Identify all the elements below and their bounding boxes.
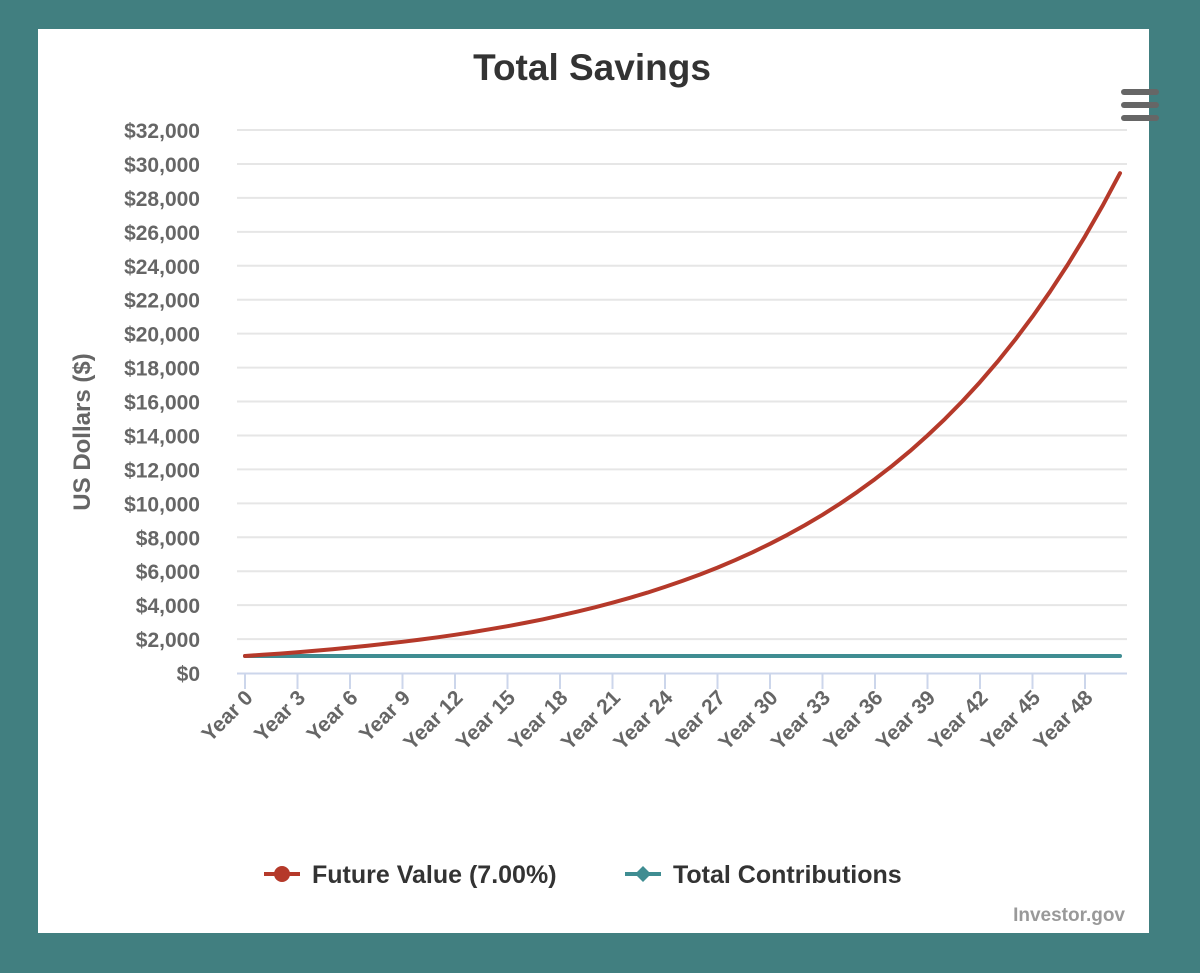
y-tick-label: $8,000: [136, 527, 200, 550]
legend-label: Future Value (7.00%): [312, 861, 557, 889]
chart-svg: Total Savings US Dollars ($) $0 $2,000 $4,…: [69, 47, 1127, 926]
y-tick-label: $2,000: [136, 629, 200, 652]
y-axis-title: US Dollars ($): [69, 353, 96, 510]
y-tick-label: $6,000: [136, 561, 200, 584]
y-tick-label: $16,000: [124, 392, 200, 415]
x-tick-label: Year 0: [197, 686, 257, 746]
x-tick-label: Year 48: [1029, 686, 1098, 755]
x-tick-label: Year 6: [302, 686, 362, 746]
legend-item[interactable]: Future Value (7.00%): [264, 861, 557, 889]
menu-bar-bottom: [1121, 115, 1159, 121]
chart-title: Total Savings: [473, 47, 711, 88]
y-tick-label: $18,000: [124, 358, 200, 381]
series-layer: [243, 171, 1122, 658]
y-tick-label: $0: [177, 663, 200, 686]
credits-link[interactable]: Investor.gov: [1013, 905, 1125, 926]
legend-circle-marker-icon: [274, 866, 290, 882]
legend: Future Value (7.00%) Total Contributions: [264, 861, 902, 889]
y-axis-labels: $0 $2,000 $4,000 $6,000 $8,000 $10,000 $12,000…: [124, 120, 200, 686]
y-tick-label: $10,000: [124, 493, 200, 516]
y-tick-label: $12,000: [124, 459, 200, 482]
y-tick-label: $26,000: [124, 222, 200, 245]
series-line[interactable]: [243, 171, 1122, 658]
hamburger-menu-icon[interactable]: [1120, 89, 1160, 121]
legend-item[interactable]: Total Contributions: [625, 861, 902, 889]
grid-lines: [237, 129, 1127, 641]
y-tick-label: $4,000: [136, 595, 200, 618]
menu-bar-top: [1121, 89, 1159, 95]
legend-label: Total Contributions: [673, 861, 902, 889]
y-tick-label: $20,000: [124, 324, 200, 347]
y-tick-label: $22,000: [124, 290, 200, 313]
y-tick-label: $30,000: [124, 154, 200, 177]
y-tick-label: $32,000: [124, 120, 200, 143]
legend-diamond-marker-icon: [635, 866, 651, 882]
menu-bar-middle: [1121, 102, 1159, 108]
chart-card: Total Savings US Dollars ($) $0 $2,000 $4,…: [38, 29, 1159, 933]
x-tick-label: Year 3: [250, 686, 310, 746]
y-tick-label: $24,000: [124, 256, 200, 279]
y-tick-label: $28,000: [124, 188, 200, 211]
y-tick-label: $14,000: [124, 425, 200, 448]
